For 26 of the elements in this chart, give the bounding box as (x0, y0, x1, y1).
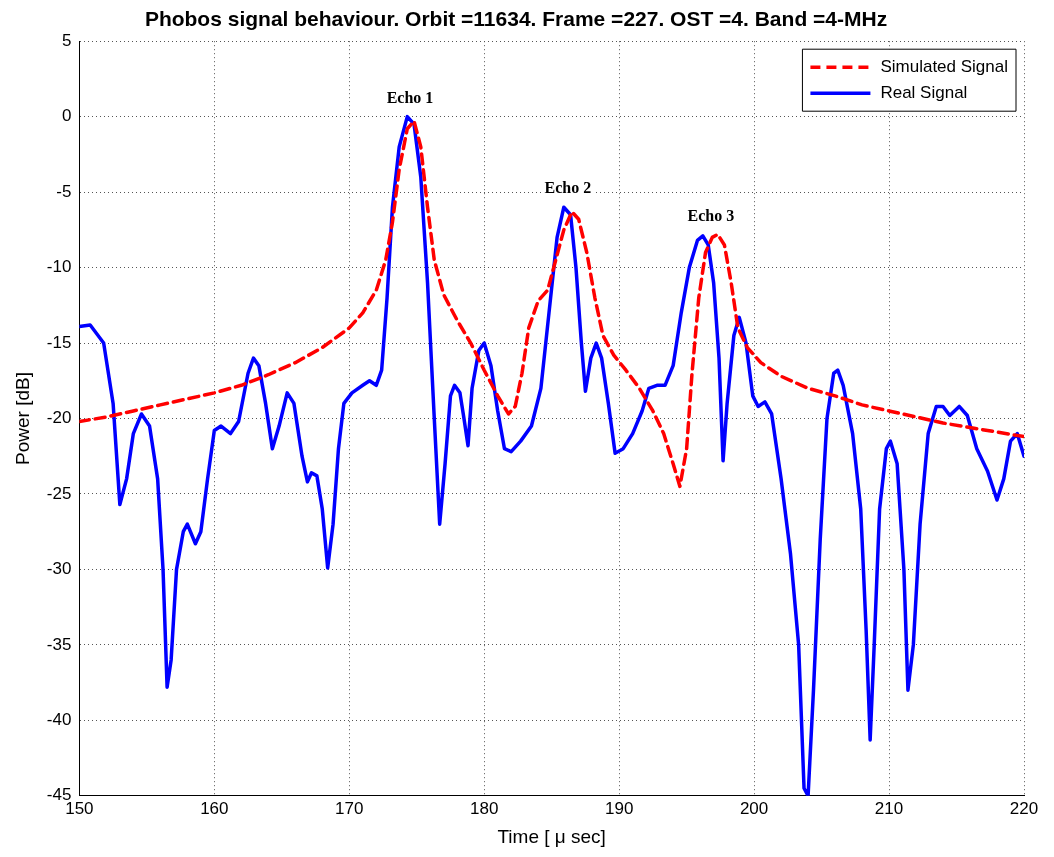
legend-label: Real Signal (880, 82, 968, 102)
y-tick-label: 5 (61, 30, 72, 50)
x-tick-label: 180 (470, 798, 499, 818)
y-tick-label: -20 (46, 408, 72, 428)
y-tick-label: -10 (46, 257, 72, 277)
x-tick-label: 220 (1009, 798, 1039, 818)
y-tick-label: -15 (46, 332, 72, 352)
x-tick-label: 170 (335, 798, 364, 818)
y-axis-title: Power [dB] (11, 372, 33, 465)
x-axis-title: Time [ μ sec] (497, 825, 606, 847)
chart-title: Phobos signal behaviour. Orbit =11634. Frame =227. OST =4. Band =4-MHz (144, 7, 888, 31)
legend-label: Simulated Signal (880, 56, 1008, 76)
annotation: Echo 3 (687, 206, 735, 224)
y-tick-label: -35 (46, 634, 72, 654)
y-tick-label: 0 (61, 106, 72, 126)
y-tick-label: -40 (46, 710, 72, 730)
x-tick-label: 200 (739, 798, 769, 818)
y-tick-label: -5 (56, 181, 72, 201)
x-tick-label: 190 (604, 798, 634, 818)
x-tick-label: 160 (200, 798, 229, 818)
line-series (79, 119, 1024, 489)
annotation: Echo 1 (386, 88, 434, 106)
y-tick-label: -25 (46, 483, 72, 503)
y-tick-label: -30 (46, 559, 72, 579)
annotation: Echo 2 (544, 179, 592, 197)
x-tick-label: 210 (874, 798, 904, 818)
